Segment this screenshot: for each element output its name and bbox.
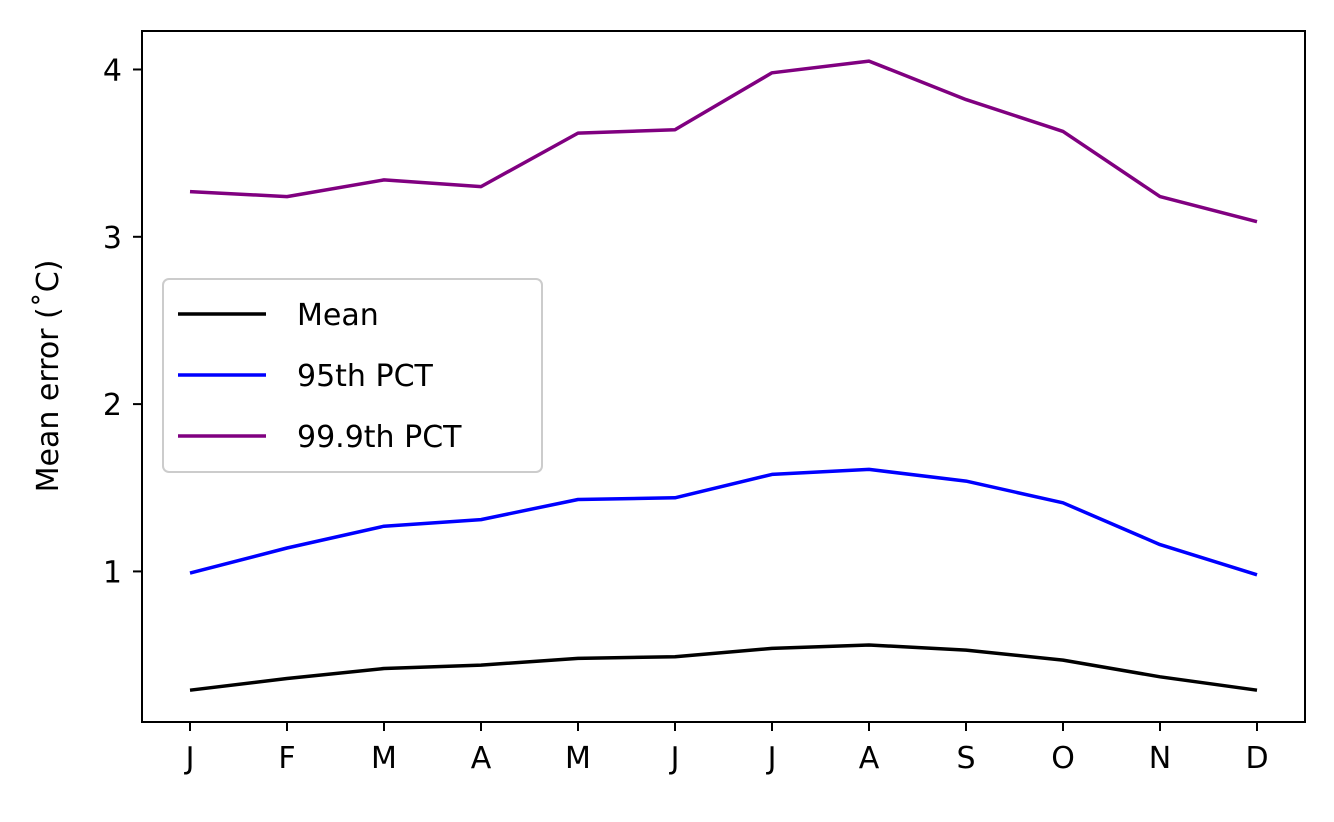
series-line-mean — [189, 643, 1258, 692]
y-tick-label: 4 — [103, 53, 122, 88]
x-tick-label: J — [766, 741, 777, 776]
legend-label: Mean — [297, 298, 379, 333]
x-tick-label: S — [956, 741, 975, 776]
x-tick-label: A — [859, 741, 880, 776]
series-layer — [189, 59, 1258, 692]
x-tick-label: M — [565, 741, 591, 776]
legend: Mean 95th PCT 99.9th PCT — [162, 278, 543, 473]
legend-box — [162, 278, 543, 473]
y-tick-label: 1 — [103, 555, 122, 590]
x-tick-label: A — [471, 741, 492, 776]
series-line-99-9th-pct — [189, 59, 1258, 224]
x-tick-label: J — [669, 741, 680, 776]
y-axis: 1 2 3 4 — [103, 53, 142, 590]
x-tick-label: O — [1051, 741, 1075, 776]
series-line-95th-pct — [189, 467, 1258, 577]
y-axis-label: Mean error (˚C) — [31, 260, 66, 493]
legend-label: 99.9th PCT — [297, 420, 462, 455]
legend-label: 95th PCT — [297, 359, 434, 394]
x-tick-label: N — [1149, 741, 1171, 776]
x-tick-label: J — [184, 741, 195, 776]
x-tick-label: D — [1245, 741, 1268, 776]
x-tick-label: F — [278, 741, 295, 776]
y-tick-label: 3 — [103, 221, 122, 256]
x-tick-label: M — [371, 741, 397, 776]
plot-frame — [141, 30, 1306, 723]
y-tick-label: 2 — [103, 388, 122, 423]
